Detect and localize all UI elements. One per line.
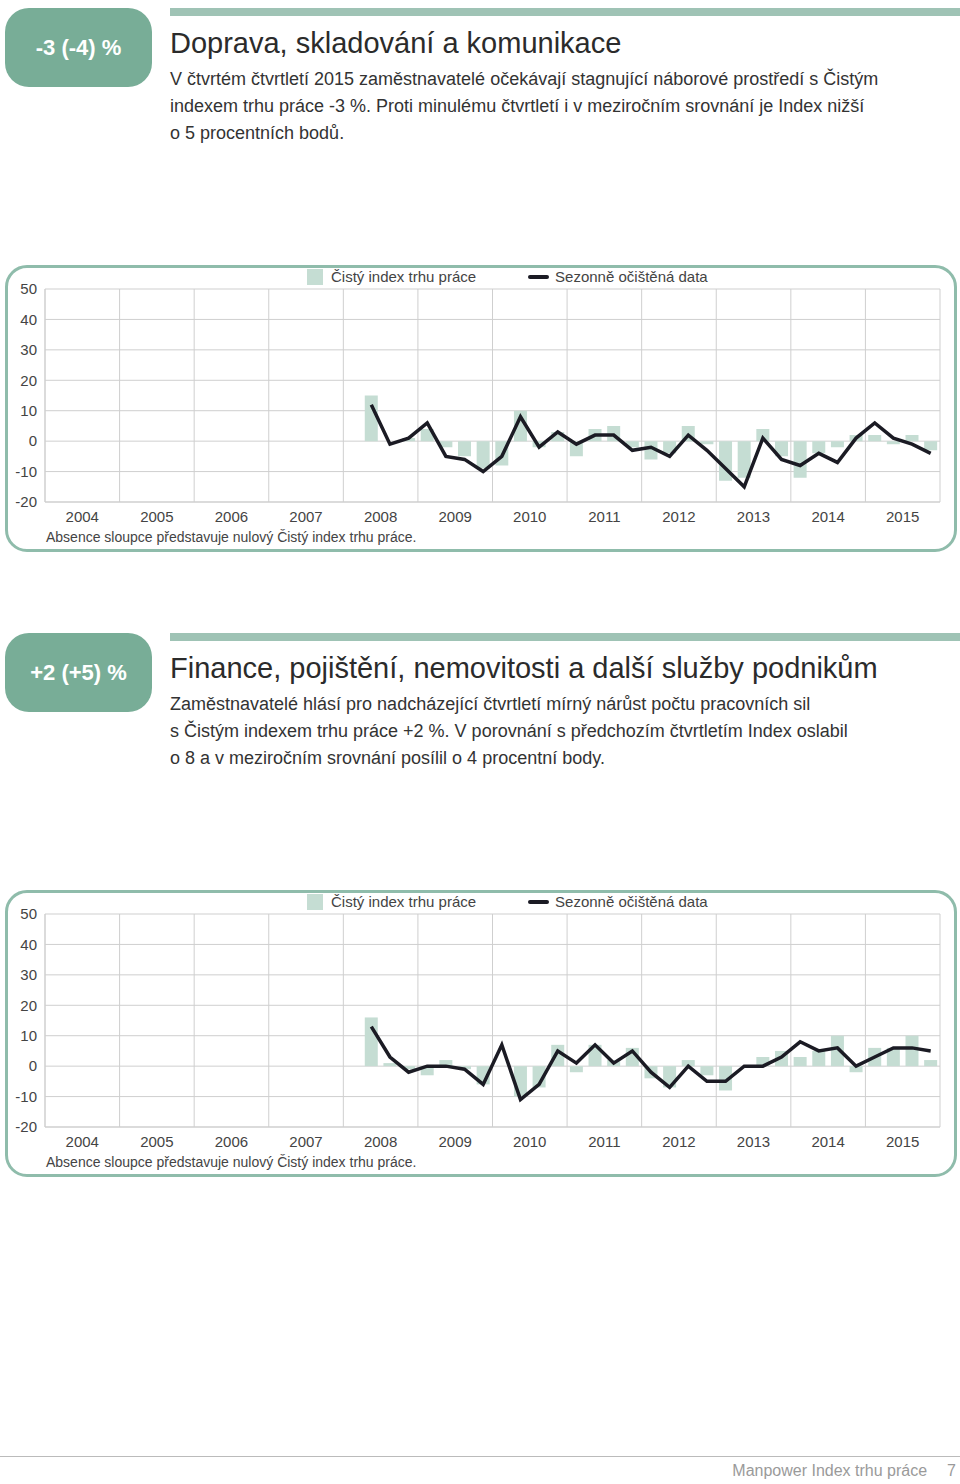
html-text:Absence sloupce představuje nu: Absence sloupce představuje nulový Čistý…: [46, 529, 417, 545]
svg-text:-20: -20: [15, 493, 37, 510]
svg-text:2014: 2014: [811, 1133, 844, 1150]
svg-text:2011: 2011: [588, 1133, 620, 1150]
svg-text:2006: 2006: [215, 508, 248, 525]
svg-text:2015: 2015: [886, 508, 919, 525]
html-text:Doprava, skladování a komunika: Doprava, skladování a komunikace: [170, 27, 622, 59]
svg-text:2005: 2005: [140, 508, 173, 525]
svg-text:2008: 2008: [364, 508, 397, 525]
svg-text:2011: 2011: [588, 508, 620, 525]
svg-text:20: 20: [20, 997, 37, 1014]
svg-text:2010: 2010: [513, 1133, 546, 1150]
html-text:Finance, pojištění, nemovitost: Finance, pojištění, nemovitosti a další …: [170, 652, 878, 684]
svg-text:-10: -10: [15, 1088, 37, 1105]
svg-text:2009: 2009: [439, 1133, 472, 1150]
svg-text:2013: 2013: [737, 1133, 770, 1150]
svg-text:2012: 2012: [662, 508, 695, 525]
svg-text:-20: -20: [15, 1118, 37, 1135]
svg-text:2007: 2007: [289, 508, 322, 525]
html-text:Čistý index trhu práce: Čistý index trhu práce: [331, 268, 477, 285]
svg-text:30: 30: [20, 341, 37, 358]
svg-text:40: 40: [20, 311, 37, 328]
svg-text:2009: 2009: [439, 508, 472, 525]
svg-text:0: 0: [29, 1057, 37, 1074]
svg-text:50: 50: [20, 905, 37, 922]
html-text:Sezonně očištěná data: Sezonně očištěná data: [555, 893, 708, 910]
svg-text:-10: -10: [15, 463, 37, 480]
svg-text:2005: 2005: [140, 1133, 173, 1150]
svg-text:2008: 2008: [364, 1133, 397, 1150]
svg-text:2006: 2006: [215, 1133, 248, 1150]
svg-text:2007: 2007: [289, 1133, 322, 1150]
svg-text:2012: 2012: [662, 1133, 695, 1150]
svg-text:10: 10: [20, 1027, 37, 1044]
svg-text:20: 20: [20, 372, 37, 389]
html-text:-3 (-4) %: -3 (-4) %: [35, 34, 122, 60]
svg-text:40: 40: [20, 936, 37, 953]
svg-text:30: 30: [20, 966, 37, 983]
html-text:7: 7: [947, 1462, 956, 1479]
svg-text:2004: 2004: [66, 1133, 99, 1150]
svg-text:0: 0: [29, 432, 37, 449]
svg-text:2015: 2015: [886, 1133, 919, 1150]
html-text:Sezonně očištěná data: Sezonně očištěná data: [555, 268, 708, 285]
html-text:Zaměstnavatelé hlásí pro nadch: Zaměstnavatelé hlásí pro nadcházející čt…: [170, 694, 848, 768]
html-text:V čtvrtém čtvrtletí 2015 zaměs: V čtvrtém čtvrtletí 2015 zaměstnavatelé …: [170, 69, 879, 143]
svg-text:2004: 2004: [66, 508, 99, 525]
svg-text:50: 50: [20, 280, 37, 297]
svg-text:2010: 2010: [513, 508, 546, 525]
html-text:Manpower Index trhu práce: Manpower Index trhu práce: [732, 1462, 928, 1479]
svg-text:10: 10: [20, 402, 37, 419]
html-text:+2 (+5) %: +2 (+5) %: [30, 659, 127, 685]
svg-text:2014: 2014: [811, 508, 844, 525]
svg-text:2013: 2013: [737, 508, 770, 525]
html-text:Absence sloupce představuje nu: Absence sloupce představuje nulový Čistý…: [46, 1154, 417, 1170]
html-text:Čistý index trhu práce: Čistý index trhu práce: [331, 893, 477, 910]
